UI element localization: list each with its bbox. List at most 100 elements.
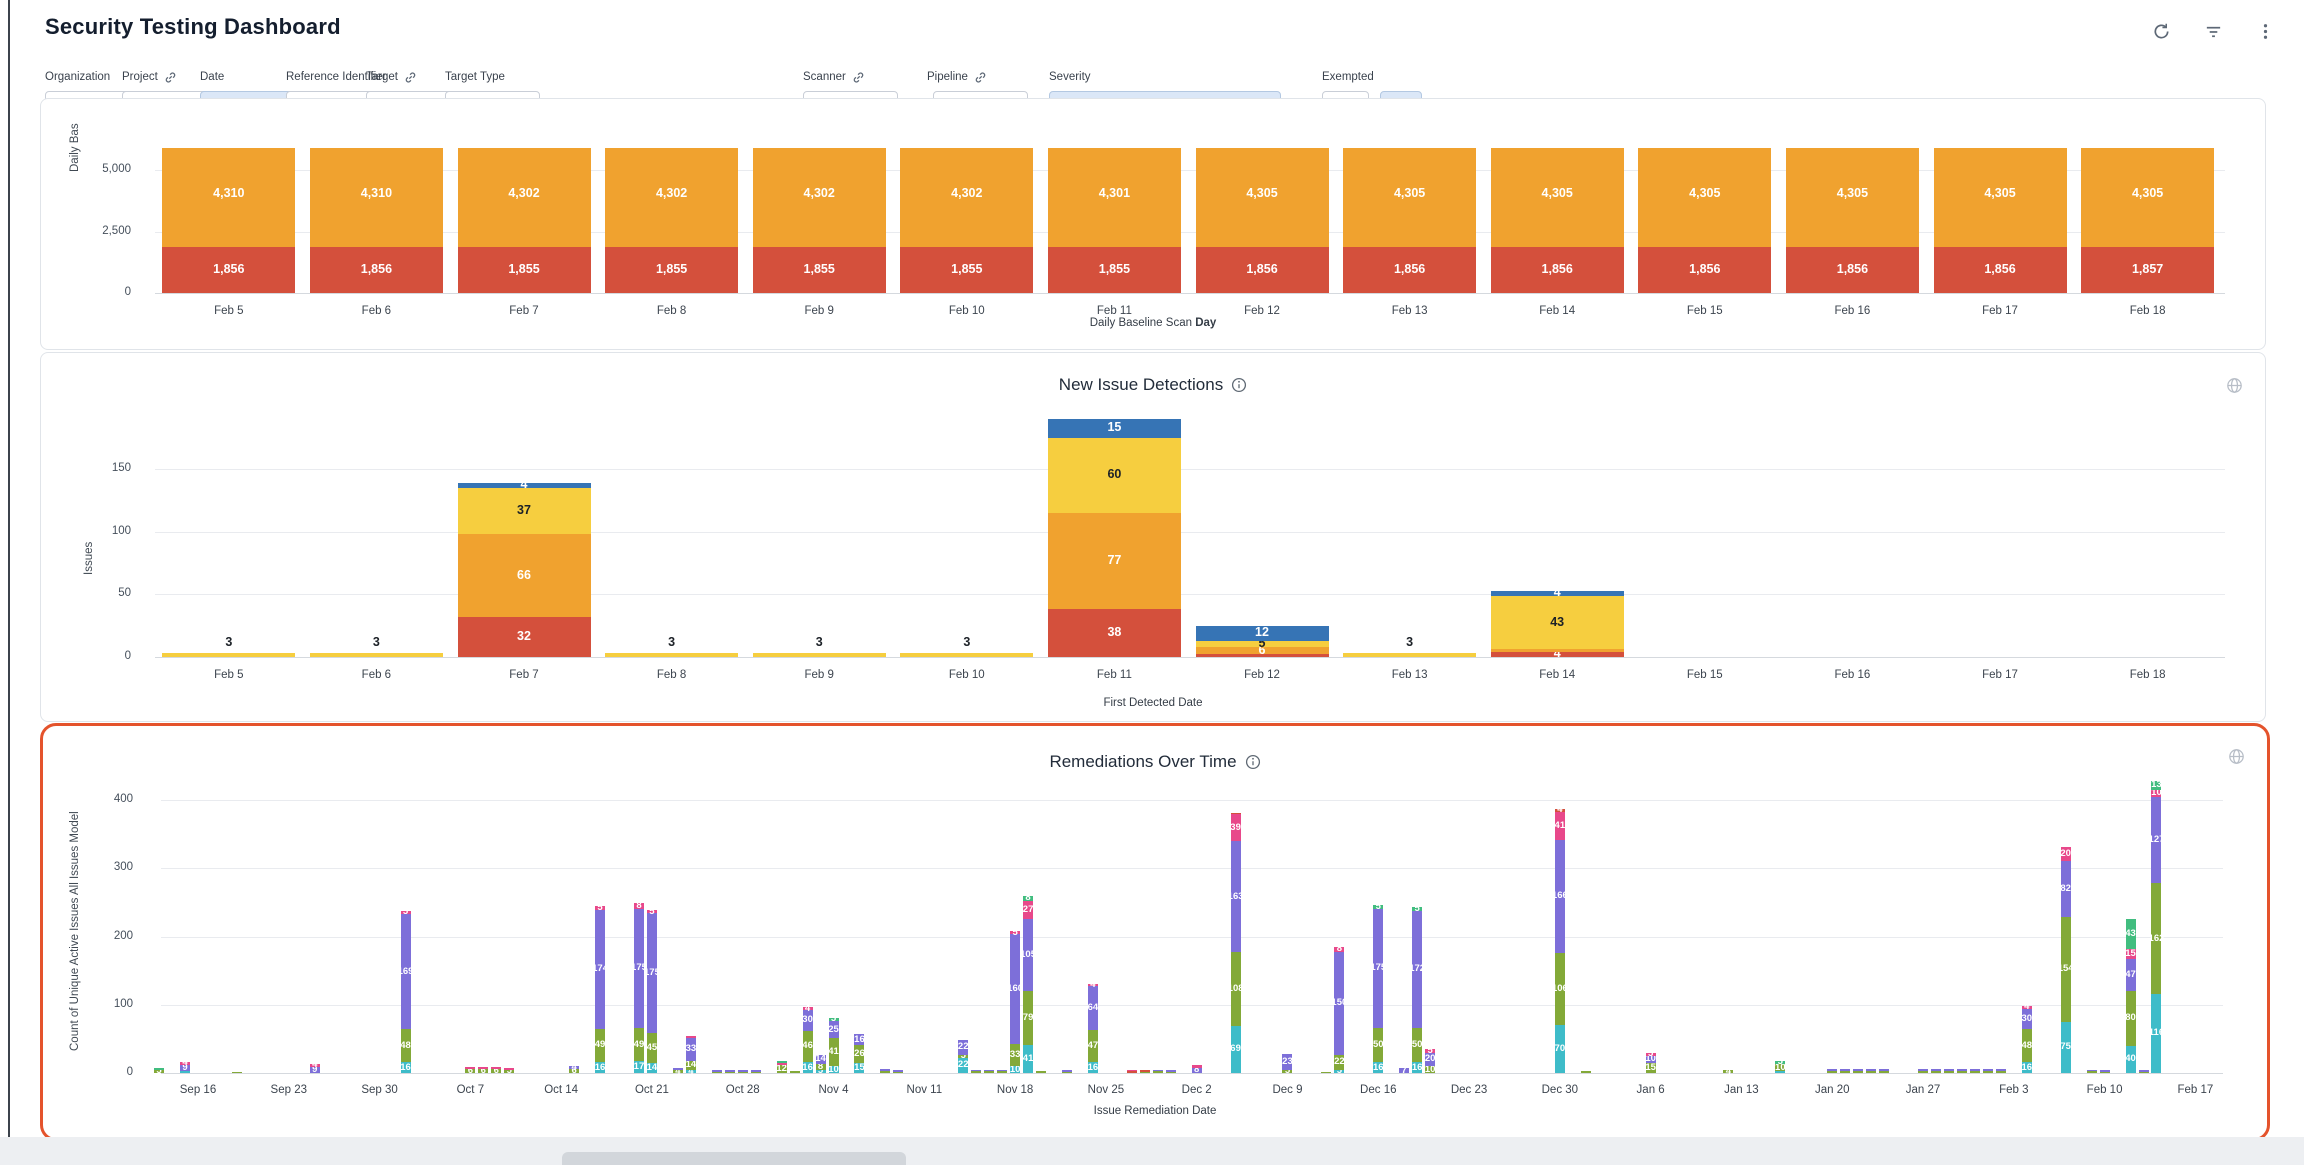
bar-segment-pink[interactable] [1425, 1049, 1436, 1053]
bar-segment-green[interactable] [893, 1071, 904, 1074]
bar-segment-green[interactable] [1995, 1070, 2006, 1073]
bar-segment-purple[interactable] [1399, 1068, 1410, 1073]
bar-segment-green[interactable] [400, 1029, 411, 1063]
bar-segment-pink[interactable] [309, 1064, 320, 1067]
bar-segment-purple[interactable] [569, 1066, 580, 1069]
bar-segment-purple[interactable] [815, 1054, 826, 1065]
bar-segment-purple[interactable] [1982, 1068, 1993, 1071]
bar-segment-pink[interactable] [595, 906, 606, 910]
bar-segment-teal[interactable] [815, 1069, 826, 1073]
bar-segment-pink[interactable] [646, 909, 657, 914]
bar-segment-red[interactable] [309, 247, 443, 293]
bar-segment-purple[interactable] [2138, 1070, 2149, 1072]
bar-segment-green[interactable] [1152, 1070, 1163, 1073]
bar-segment-purple[interactable] [802, 1010, 813, 1031]
bar-segment-green[interactable] [1412, 1027, 1423, 1063]
bar-segment-purple[interactable] [1995, 1068, 2006, 1071]
bar-segment-pink[interactable] [2151, 789, 2162, 797]
bar-segment-green[interactable] [2151, 883, 2162, 994]
bar-segment-high-orange[interactable] [457, 534, 591, 617]
bar-segment-orange[interactable] [457, 148, 591, 248]
bar-segment-teal[interactable] [2060, 1021, 2071, 1073]
bar-segment-orange[interactable] [1638, 148, 1772, 248]
bar-segment-red[interactable] [1933, 247, 2067, 293]
bar-segment-green[interactable] [1879, 1070, 1890, 1073]
bar-segment-purple[interactable] [750, 1069, 761, 1072]
bar-segment-purple[interactable] [1943, 1068, 1954, 1071]
bar-segment-purple[interactable] [1425, 1052, 1436, 1067]
bar-segment-pink[interactable] [1554, 811, 1565, 840]
bar-segment-purple[interactable] [1866, 1068, 1877, 1071]
bar-segment-purple[interactable] [646, 913, 657, 1033]
bar-segment-green[interactable] [1554, 952, 1565, 1026]
bar-segment-red[interactable] [162, 247, 296, 293]
bar-segment-pink[interactable] [2021, 1006, 2032, 1009]
bar-segment-mint[interactable] [2125, 919, 2136, 949]
bar-segment-green[interactable] [1969, 1070, 1980, 1073]
bar-segment-green[interactable] [633, 1027, 644, 1062]
bar-segment-purple[interactable] [1554, 839, 1565, 953]
bar-segment-pink[interactable] [491, 1066, 502, 1069]
bar-segment-orange[interactable] [1047, 148, 1181, 248]
bar-segment-critical-red[interactable] [1195, 654, 1329, 657]
bar-segment-red[interactable] [1139, 1070, 1150, 1072]
bar-segment-high-orange[interactable] [1195, 646, 1329, 655]
bar-segment-green[interactable] [1282, 1069, 1293, 1073]
more-menu-icon[interactable] [2252, 18, 2278, 44]
bar-segment-green[interactable] [815, 1064, 826, 1070]
bar-segment-pink[interactable] [1126, 1069, 1137, 1072]
bar-segment-purple[interactable] [309, 1066, 320, 1073]
bar-segment-green[interactable] [1723, 1070, 1734, 1073]
info-icon[interactable] [1245, 754, 1261, 770]
bar-segment-green[interactable] [776, 1064, 787, 1073]
bar-segment-purple[interactable] [633, 908, 644, 1028]
bar-segment-medium-yellow[interactable] [309, 653, 443, 657]
bar-segment-pink[interactable] [1023, 901, 1034, 920]
bar-segment-teal[interactable] [1230, 1025, 1241, 1073]
bar-segment-green[interactable] [646, 1032, 657, 1064]
bar-segment-green[interactable] [1982, 1070, 1993, 1073]
bar-segment-pink[interactable] [1010, 931, 1021, 935]
bar-segment-green[interactable] [2125, 991, 2136, 1046]
bar-segment-low-blue[interactable] [1490, 590, 1624, 596]
bar-segment-pink[interactable] [1230, 814, 1241, 841]
bar-segment-green[interactable] [750, 1071, 761, 1074]
bar-segment-green[interactable] [2138, 1071, 2149, 1074]
bar-segment-pink[interactable] [1191, 1065, 1202, 1068]
bar-segment-green[interactable] [672, 1070, 683, 1073]
bar-segment-purple[interactable] [672, 1068, 683, 1071]
bar-segment-green[interactable] [465, 1068, 476, 1073]
bar-segment-purple[interactable] [1010, 934, 1021, 1044]
bar-segment-mint[interactable] [2151, 780, 2162, 790]
bar-segment-teal[interactable] [595, 1062, 606, 1073]
bar-segment-red[interactable] [1195, 247, 1329, 293]
bar-segment-green[interactable] [1853, 1070, 1864, 1073]
bar-segment-teal[interactable] [685, 1070, 696, 1073]
bar-segment-purple[interactable] [1853, 1068, 1864, 1071]
bar-segment-purple[interactable] [828, 1021, 839, 1039]
bar-segment-medium-yellow[interactable] [900, 653, 1034, 657]
bar-segment-green[interactable] [2021, 1029, 2032, 1063]
bar-segment-medium-yellow[interactable] [162, 653, 296, 657]
bar-segment-red[interactable] [1490, 247, 1624, 293]
bar-segment-purple[interactable] [724, 1069, 735, 1072]
bar-segment-purple[interactable] [997, 1069, 1008, 1072]
bar-segment-green[interactable] [1036, 1070, 1047, 1073]
bar-segment-teal[interactable] [828, 1066, 839, 1073]
bar-segment-purple[interactable] [1840, 1068, 1851, 1071]
bar-segment-purple[interactable] [2086, 1069, 2097, 1072]
bar-segment-critical-red[interactable] [457, 616, 591, 657]
bar-segment-pink[interactable] [2125, 948, 2136, 960]
bar-segment-orange[interactable] [309, 148, 443, 248]
bar-segment-green[interactable] [1334, 1054, 1345, 1070]
bar-segment-pink[interactable] [504, 1067, 515, 1070]
bar-segment-orange[interactable] [162, 148, 296, 248]
bar-segment-green[interactable] [854, 1045, 865, 1063]
bar-segment-purple[interactable] [854, 1034, 865, 1045]
bar-segment-teal[interactable] [1010, 1066, 1021, 1073]
bar-segment-orange[interactable] [2081, 148, 2215, 248]
bar-segment-green[interactable] [595, 1028, 606, 1063]
bar-segment-mint[interactable] [1373, 905, 1384, 909]
bar-segment-green[interactable] [958, 1054, 969, 1058]
bar-segment-teal[interactable] [2125, 1045, 2136, 1073]
